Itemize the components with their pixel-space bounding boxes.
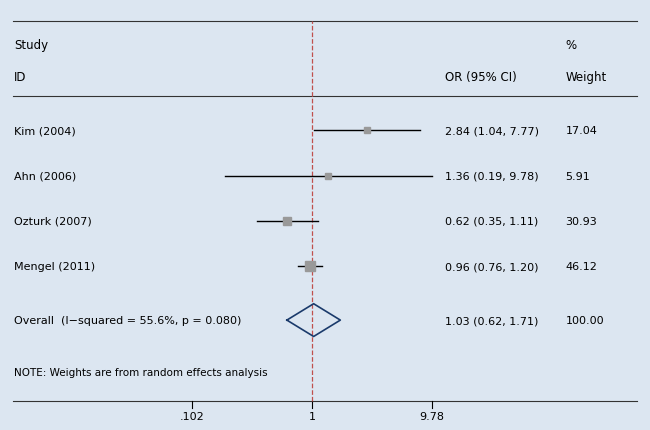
Text: 1.36 (0.19, 9.78): 1.36 (0.19, 9.78) xyxy=(445,171,539,181)
Text: %: % xyxy=(566,39,577,52)
Text: Ahn (2006): Ahn (2006) xyxy=(14,171,77,181)
Text: .102: .102 xyxy=(179,412,204,421)
Text: Weight: Weight xyxy=(566,71,606,84)
Text: 100.00: 100.00 xyxy=(566,315,604,326)
Text: 1: 1 xyxy=(309,412,315,421)
Text: 1.03 (0.62, 1.71): 1.03 (0.62, 1.71) xyxy=(445,315,539,326)
Text: 17.04: 17.04 xyxy=(566,126,597,136)
Text: OR (95% CI): OR (95% CI) xyxy=(445,71,517,84)
Text: Ozturk (2007): Ozturk (2007) xyxy=(14,216,92,227)
Text: Study: Study xyxy=(14,39,48,52)
Text: 2.84 (1.04, 7.77): 2.84 (1.04, 7.77) xyxy=(445,126,540,136)
Text: ID: ID xyxy=(14,71,27,84)
Text: 5.91: 5.91 xyxy=(566,171,590,181)
Text: 9.78: 9.78 xyxy=(420,412,445,421)
Text: 0.62 (0.35, 1.11): 0.62 (0.35, 1.11) xyxy=(445,216,538,227)
Text: 30.93: 30.93 xyxy=(566,216,597,227)
Text: Mengel (2011): Mengel (2011) xyxy=(14,261,96,272)
Text: 46.12: 46.12 xyxy=(566,261,597,272)
Text: 0.96 (0.76, 1.20): 0.96 (0.76, 1.20) xyxy=(445,261,539,272)
Text: Overall  (I−squared = 55.6%, p = 0.080): Overall (I−squared = 55.6%, p = 0.080) xyxy=(14,315,242,326)
Text: Kim (2004): Kim (2004) xyxy=(14,126,76,136)
Text: NOTE: Weights are from random effects analysis: NOTE: Weights are from random effects an… xyxy=(14,367,268,377)
